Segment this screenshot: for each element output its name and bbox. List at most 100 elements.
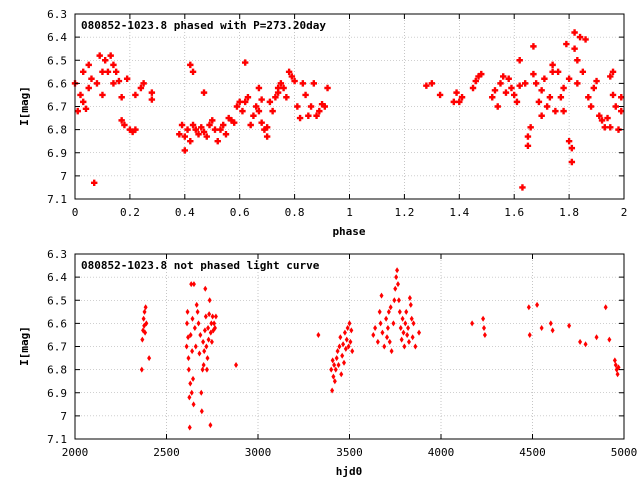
data-point-unphased (191, 281, 196, 288)
data-point-unphased (184, 320, 189, 327)
data-point-phased (277, 80, 285, 87)
data-point-phased (217, 126, 224, 133)
data-point-phased (313, 112, 320, 119)
data-point-phased (500, 73, 507, 80)
data-point-phased (126, 126, 134, 133)
data-point-phased (579, 68, 587, 76)
data-point-phased (101, 57, 109, 64)
data-point-unphased (140, 336, 145, 343)
data-point-phased (184, 126, 191, 133)
data-point-unphased (195, 308, 200, 315)
data-point-unphased (399, 336, 404, 343)
data-point-phased (80, 98, 87, 106)
data-point-phased (491, 87, 499, 94)
data-point-phased (563, 40, 570, 48)
data-point-unphased (213, 313, 218, 320)
x-tick-label-unphased: 4500 (519, 446, 546, 459)
data-point-phased (187, 61, 194, 69)
data-point-phased (132, 91, 139, 99)
data-point-unphased (207, 311, 212, 318)
data-point-unphased (539, 325, 544, 331)
data-point-phased (571, 45, 578, 52)
y-axis-label-unphased: I[mag] (18, 326, 31, 366)
data-point-unphased (202, 327, 207, 334)
data-point-phased (516, 57, 523, 64)
data-point-unphased (199, 408, 204, 415)
data-point-phased (115, 77, 123, 85)
chart-unphased: 2000 2500 3000 3500 4000 4500 5000 6.3 6.4 6.5 6.6… (18, 248, 637, 478)
y-tick-label-phased: 6.3 (47, 8, 67, 21)
data-point-unphased (607, 336, 612, 343)
data-point-phased (530, 70, 537, 78)
data-point-unphased (186, 366, 191, 373)
data-point-phased (469, 84, 477, 92)
y-tick-label-phased: 6.6 (47, 77, 67, 90)
data-point-phased (195, 131, 202, 138)
data-point-phased (497, 80, 504, 87)
data-point-phased (543, 103, 551, 110)
y-tick-label-unphased: 6.9 (47, 387, 67, 400)
data-point-unphased (198, 331, 203, 338)
data-point-unphased (210, 313, 215, 320)
data-point-phased (530, 43, 537, 50)
y-tick-label-unphased: 6.3 (47, 248, 67, 261)
data-point-unphased (375, 338, 380, 345)
data-point-phased (231, 119, 238, 126)
data-point-unphased (345, 325, 350, 331)
data-point-phased (263, 124, 271, 131)
data-point-unphased (377, 308, 382, 315)
data-point-phased (110, 80, 117, 87)
data-point-unphased (234, 362, 239, 368)
data-point-phased (148, 89, 156, 96)
data-point-unphased (188, 331, 193, 338)
data-point-unphased (404, 308, 409, 315)
data-point-phased (258, 119, 265, 126)
data-point-phased (176, 131, 183, 138)
data-point-unphased (205, 355, 210, 362)
data-point-unphased (187, 424, 192, 431)
data-point-unphased (346, 343, 351, 350)
x-tick-label-phased: 0 (72, 206, 79, 219)
data-point-phased (258, 96, 265, 103)
data-point-phased (299, 80, 307, 87)
y-tick-label-unphased: 6.7 (47, 341, 67, 354)
data-point-unphased (201, 362, 206, 368)
data-point-phased (546, 94, 554, 101)
data-point-unphased (336, 362, 341, 368)
data-point-unphased (192, 325, 197, 331)
y-tick-label-phased: 6.5 (47, 54, 67, 67)
x-axis-label-phased: phase (332, 225, 365, 238)
data-point-phased (316, 107, 323, 115)
data-point-phased (211, 126, 219, 133)
y-tick-label-unphased: 6.6 (47, 317, 67, 330)
data-point-unphased (208, 422, 213, 429)
data-point-phased (280, 84, 287, 92)
data-point-unphased (378, 320, 383, 327)
data-point-phased (118, 117, 125, 124)
data-point-unphased (143, 304, 148, 311)
data-point-phased (612, 103, 619, 110)
y-tick-label-unphased: 7.1 (47, 433, 67, 446)
data-point-unphased (186, 355, 191, 362)
data-point-phased (241, 98, 249, 106)
data-point-phased (478, 70, 485, 78)
data-point-unphased (209, 320, 214, 327)
y-tick-label-phased: 6.9 (47, 147, 67, 160)
data-point-unphased (339, 371, 344, 378)
data-point-phased (305, 112, 312, 119)
data-point-unphased (340, 352, 345, 359)
data-point-phased (228, 117, 235, 124)
data-point-unphased (143, 329, 148, 336)
data-point-phased (285, 68, 293, 76)
chart-title-unphased: 080852-1023.8 not phased light curve (81, 259, 320, 272)
data-point-phased (615, 126, 622, 133)
data-point-phased (607, 73, 614, 80)
data-point-phased (593, 77, 600, 85)
data-point-unphased (395, 281, 400, 288)
data-point-unphased (348, 338, 353, 345)
data-point-phased (110, 61, 117, 69)
data-point-unphased (208, 329, 213, 336)
data-point-unphased (382, 343, 387, 350)
data-point-phased (214, 137, 221, 145)
data-point-phased (428, 80, 436, 87)
